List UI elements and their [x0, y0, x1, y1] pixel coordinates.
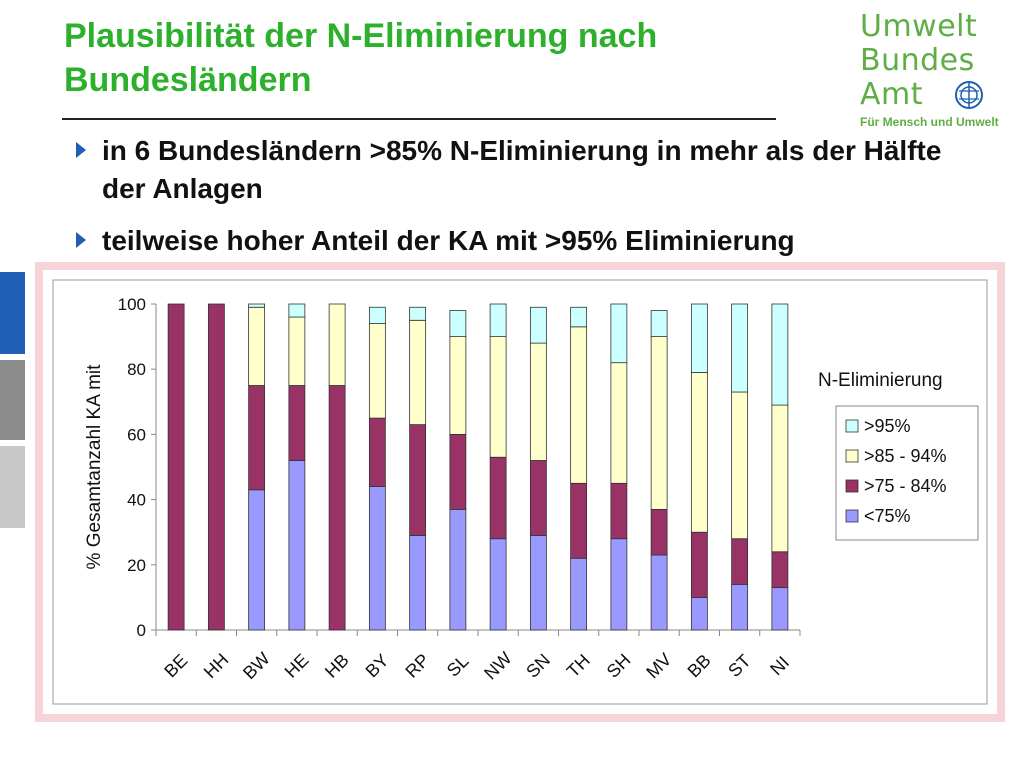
- bar-segment-MV: [650, 336, 668, 510]
- umweltbundesamt-logo: Umwelt Bundes Amt Für Mensch und Umwelt: [856, 8, 999, 133]
- side-tab-blue: [0, 272, 25, 354]
- bar-segment-SL: [449, 433, 467, 510]
- bar-segment-SH: [610, 303, 628, 364]
- y-axis-label: % Gesamtanzahl KA mit: [84, 364, 105, 570]
- globe-emblem-icon: [955, 81, 983, 109]
- y-tick-label: 60: [127, 425, 146, 444]
- bullet-arrow-icon: [76, 142, 86, 158]
- bar-segment-SN: [529, 306, 547, 344]
- bar-segment-RP: [409, 306, 427, 321]
- bar-segment-MV: [650, 310, 668, 338]
- legend-label: <75%: [864, 506, 911, 526]
- y-tick-label: 80: [127, 360, 146, 379]
- bar-segment-SH: [610, 538, 628, 631]
- bar-segment-NI: [771, 303, 789, 406]
- bar-segment-SH: [610, 362, 628, 484]
- bar-segment-SN: [529, 460, 547, 536]
- legend-label: >75 - 84%: [864, 476, 947, 496]
- legend-swatch: [845, 449, 859, 463]
- bar-segment-NI: [771, 404, 789, 553]
- bar-segment-BB: [690, 303, 708, 373]
- bar-segment-HH: [207, 303, 225, 631]
- bar-segment-BB: [690, 596, 708, 631]
- bar-segment-MV: [650, 554, 668, 631]
- bar-segment-NW: [489, 303, 507, 337]
- bar-segment-BY: [368, 417, 386, 487]
- bar-segment-ST: [731, 303, 749, 393]
- bar-segment-HE: [288, 385, 306, 461]
- bar-segment-BE: [167, 303, 185, 631]
- legend-swatch: [845, 419, 859, 433]
- bar-segment-NW: [489, 456, 507, 540]
- bullet-arrow-icon: [76, 232, 86, 248]
- side-tab-lightgrey: [0, 446, 25, 528]
- bar-segment-NI: [771, 551, 789, 589]
- side-tab-grey: [0, 360, 25, 440]
- bar-segment-BY: [368, 323, 386, 419]
- bar-segment-BW: [248, 489, 266, 631]
- chart-frame: 0 20 40 60 80 100% Gesamtanzahl KA mit BE HH BW H…: [35, 262, 1005, 722]
- bar-segment-SN: [529, 342, 547, 461]
- legend-label: >95%: [864, 416, 911, 436]
- legend-label: >85 - 94%: [864, 446, 947, 466]
- bar-segment-HE: [288, 460, 306, 631]
- bar-segment-SL: [449, 310, 467, 338]
- bar-segment-BW: [248, 306, 266, 386]
- bullet-text: in 6 Bundesländern >85% N-Eliminierung i…: [102, 135, 942, 204]
- legend-swatch: [845, 479, 859, 493]
- bar-segment-SN: [529, 535, 547, 631]
- bar-segment-SL: [449, 336, 467, 435]
- bullet-list: in 6 Bundesländern >85% N-Eliminierung i…: [72, 132, 972, 274]
- logo-line-1: Umwelt: [860, 9, 978, 44]
- y-tick-label: 0: [137, 621, 146, 640]
- bar-segment-BW: [248, 385, 266, 491]
- title-underline: [62, 118, 776, 120]
- logo-tagline: Für Mensch und Umwelt: [860, 115, 999, 129]
- bar-segment-TH: [570, 326, 588, 484]
- bar-segment-TH: [570, 482, 588, 559]
- bar-segment-BB: [690, 531, 708, 598]
- bar-segment-BY: [368, 306, 386, 324]
- bar-segment-BB: [690, 372, 708, 533]
- bar-segment-SL: [449, 508, 467, 631]
- bar-segment-HE: [288, 303, 306, 318]
- bar-segment-TH: [570, 557, 588, 631]
- y-tick-label: 100: [118, 295, 146, 314]
- bar-segment-ST: [731, 391, 749, 540]
- bar-segment-RP: [409, 424, 427, 536]
- y-tick-label: 40: [127, 491, 146, 510]
- bar-segment-TH: [570, 306, 588, 328]
- y-tick-label: 20: [127, 556, 146, 575]
- bullet-item: teilweise hoher Anteil der KA mit >95% E…: [72, 222, 972, 260]
- legend-box: [835, 405, 979, 541]
- bar-segment-HB: [328, 385, 346, 631]
- bar-segment-NI: [771, 587, 789, 631]
- logo-line-3: Amt: [860, 77, 924, 112]
- bar-segment-HB: [328, 303, 346, 386]
- bullet-text: teilweise hoher Anteil der KA mit >95% E…: [102, 225, 795, 256]
- slide-title: Plausibilität der N-Eliminierung nach Bu…: [64, 17, 658, 99]
- bar-segment-NW: [489, 538, 507, 631]
- bar-segment-NW: [489, 336, 507, 458]
- bar-segment-ST: [731, 583, 749, 631]
- legend-title: N-Eliminierung: [818, 370, 943, 391]
- logo-line-2: Bundes: [860, 43, 975, 78]
- bar-segment-HE: [288, 316, 306, 386]
- bar-segment-BY: [368, 486, 386, 631]
- bar-segment-SH: [610, 482, 628, 540]
- bar-segment-RP: [409, 319, 427, 426]
- bar-segment-ST: [731, 538, 749, 585]
- legend-swatch: [845, 509, 859, 523]
- bar-segment-BW: [248, 303, 266, 308]
- bar-segment-MV: [650, 508, 668, 556]
- bullet-item: in 6 Bundesländern >85% N-Eliminierung i…: [72, 132, 972, 208]
- bar-segment-RP: [409, 535, 427, 631]
